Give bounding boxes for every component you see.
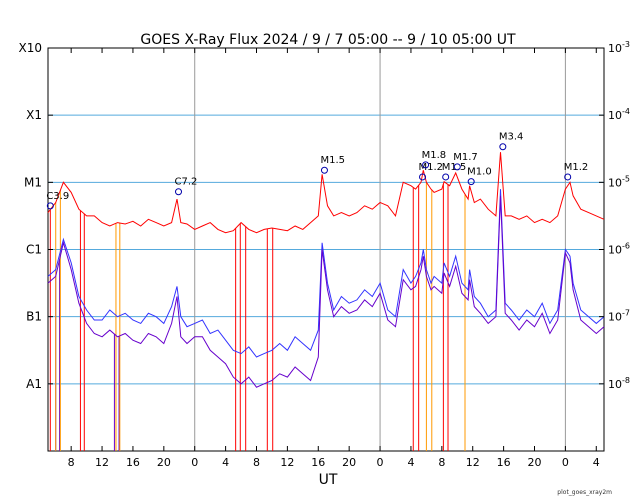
class-label-0: X10: [19, 41, 43, 55]
flare-label-0: C3.9: [46, 191, 69, 202]
x-tick-label-4: 0: [191, 456, 198, 469]
flare-marker-4: [422, 161, 430, 169]
x-axis-ticks: 8 12 16 20 0 4 8 12 16 20 0 4 8 12 16 20 0 4: [68, 48, 600, 469]
flare-label-8: M3.4: [499, 132, 524, 143]
series-line-2: [47, 195, 605, 388]
flare-label-6: M1.7: [453, 152, 478, 163]
x-tick-label-10: 0: [377, 456, 384, 469]
x-axis-label: UT: [319, 472, 338, 488]
x-tick-label-11: 4: [407, 456, 414, 469]
plot-credit: plot_goes_xray2m: [557, 489, 612, 496]
class-label-2: M1: [24, 175, 42, 189]
flare-marker-5: [442, 173, 450, 181]
x-tick-label-3: 20: [157, 456, 171, 469]
x-tick-label-13: 12: [466, 456, 480, 469]
right-tick-label-2: 10-5: [608, 174, 630, 189]
x-tick-label-14: 16: [497, 456, 511, 469]
x-tick-label-9: 20: [342, 456, 356, 469]
x-tick-label-12: 8: [438, 456, 445, 469]
flux-series: [47, 152, 605, 388]
right-tick-label-3: 10-6: [608, 242, 630, 257]
flare-label-1: C7.2: [175, 177, 198, 188]
flare-label-2: M1.5: [320, 155, 345, 166]
x-tick-label-2: 16: [126, 456, 140, 469]
x-tick-label-8: 16: [311, 456, 325, 469]
x-tick-label-16: 0: [562, 456, 569, 469]
flare-marker-9: [564, 173, 572, 181]
right-tick-label-5: 10-8: [608, 376, 630, 391]
flare-label-3: M1.2: [419, 162, 444, 173]
flare-label-7: M1.0: [467, 167, 492, 178]
flare-marker-1: [175, 188, 183, 196]
flare-marker-3: [419, 173, 427, 181]
series-line-0: [47, 152, 605, 234]
flare-label-9: M1.2: [564, 162, 589, 173]
flare-marker-6: [453, 163, 461, 171]
x-tick-label-5: 4: [222, 456, 229, 469]
flare-class-labels: X10 X1 M1 C1 B1 A1: [19, 41, 53, 391]
right-tick-label-4: 10-7: [608, 309, 630, 324]
flare-marker-0: [46, 202, 54, 210]
flare-marker-2: [320, 166, 328, 174]
flare-marker-8: [499, 143, 507, 151]
flare-label-4: M1.8: [422, 150, 447, 161]
class-label-5: A1: [26, 377, 42, 391]
class-label-3: C1: [26, 243, 42, 257]
x-tick-label-17: 4: [593, 456, 600, 469]
x-tick-label-6: 8: [253, 456, 260, 469]
right-tick-label-0: 10-3: [608, 40, 630, 55]
class-label-1: X1: [26, 108, 42, 122]
right-tick-label-1: 10-4: [608, 107, 630, 122]
x-tick-label-1: 12: [95, 456, 109, 469]
x-tick-label-0: 8: [68, 456, 75, 469]
flare-marker-7: [467, 178, 475, 186]
series-line-1: [47, 189, 605, 358]
x-tick-label-7: 12: [280, 456, 294, 469]
flare-annotations: C3.9C7.2M1.5M1.2M1.8M1.5M1.7M1.0M3.4M1.2: [46, 132, 589, 210]
chart-title: GOES X-Ray Flux 2024 / 9 / 7 05:00 -- 9 …: [140, 32, 516, 48]
gridlines: [48, 114, 604, 385]
x-tick-label-15: 20: [528, 456, 542, 469]
class-label-4: B1: [26, 310, 42, 324]
